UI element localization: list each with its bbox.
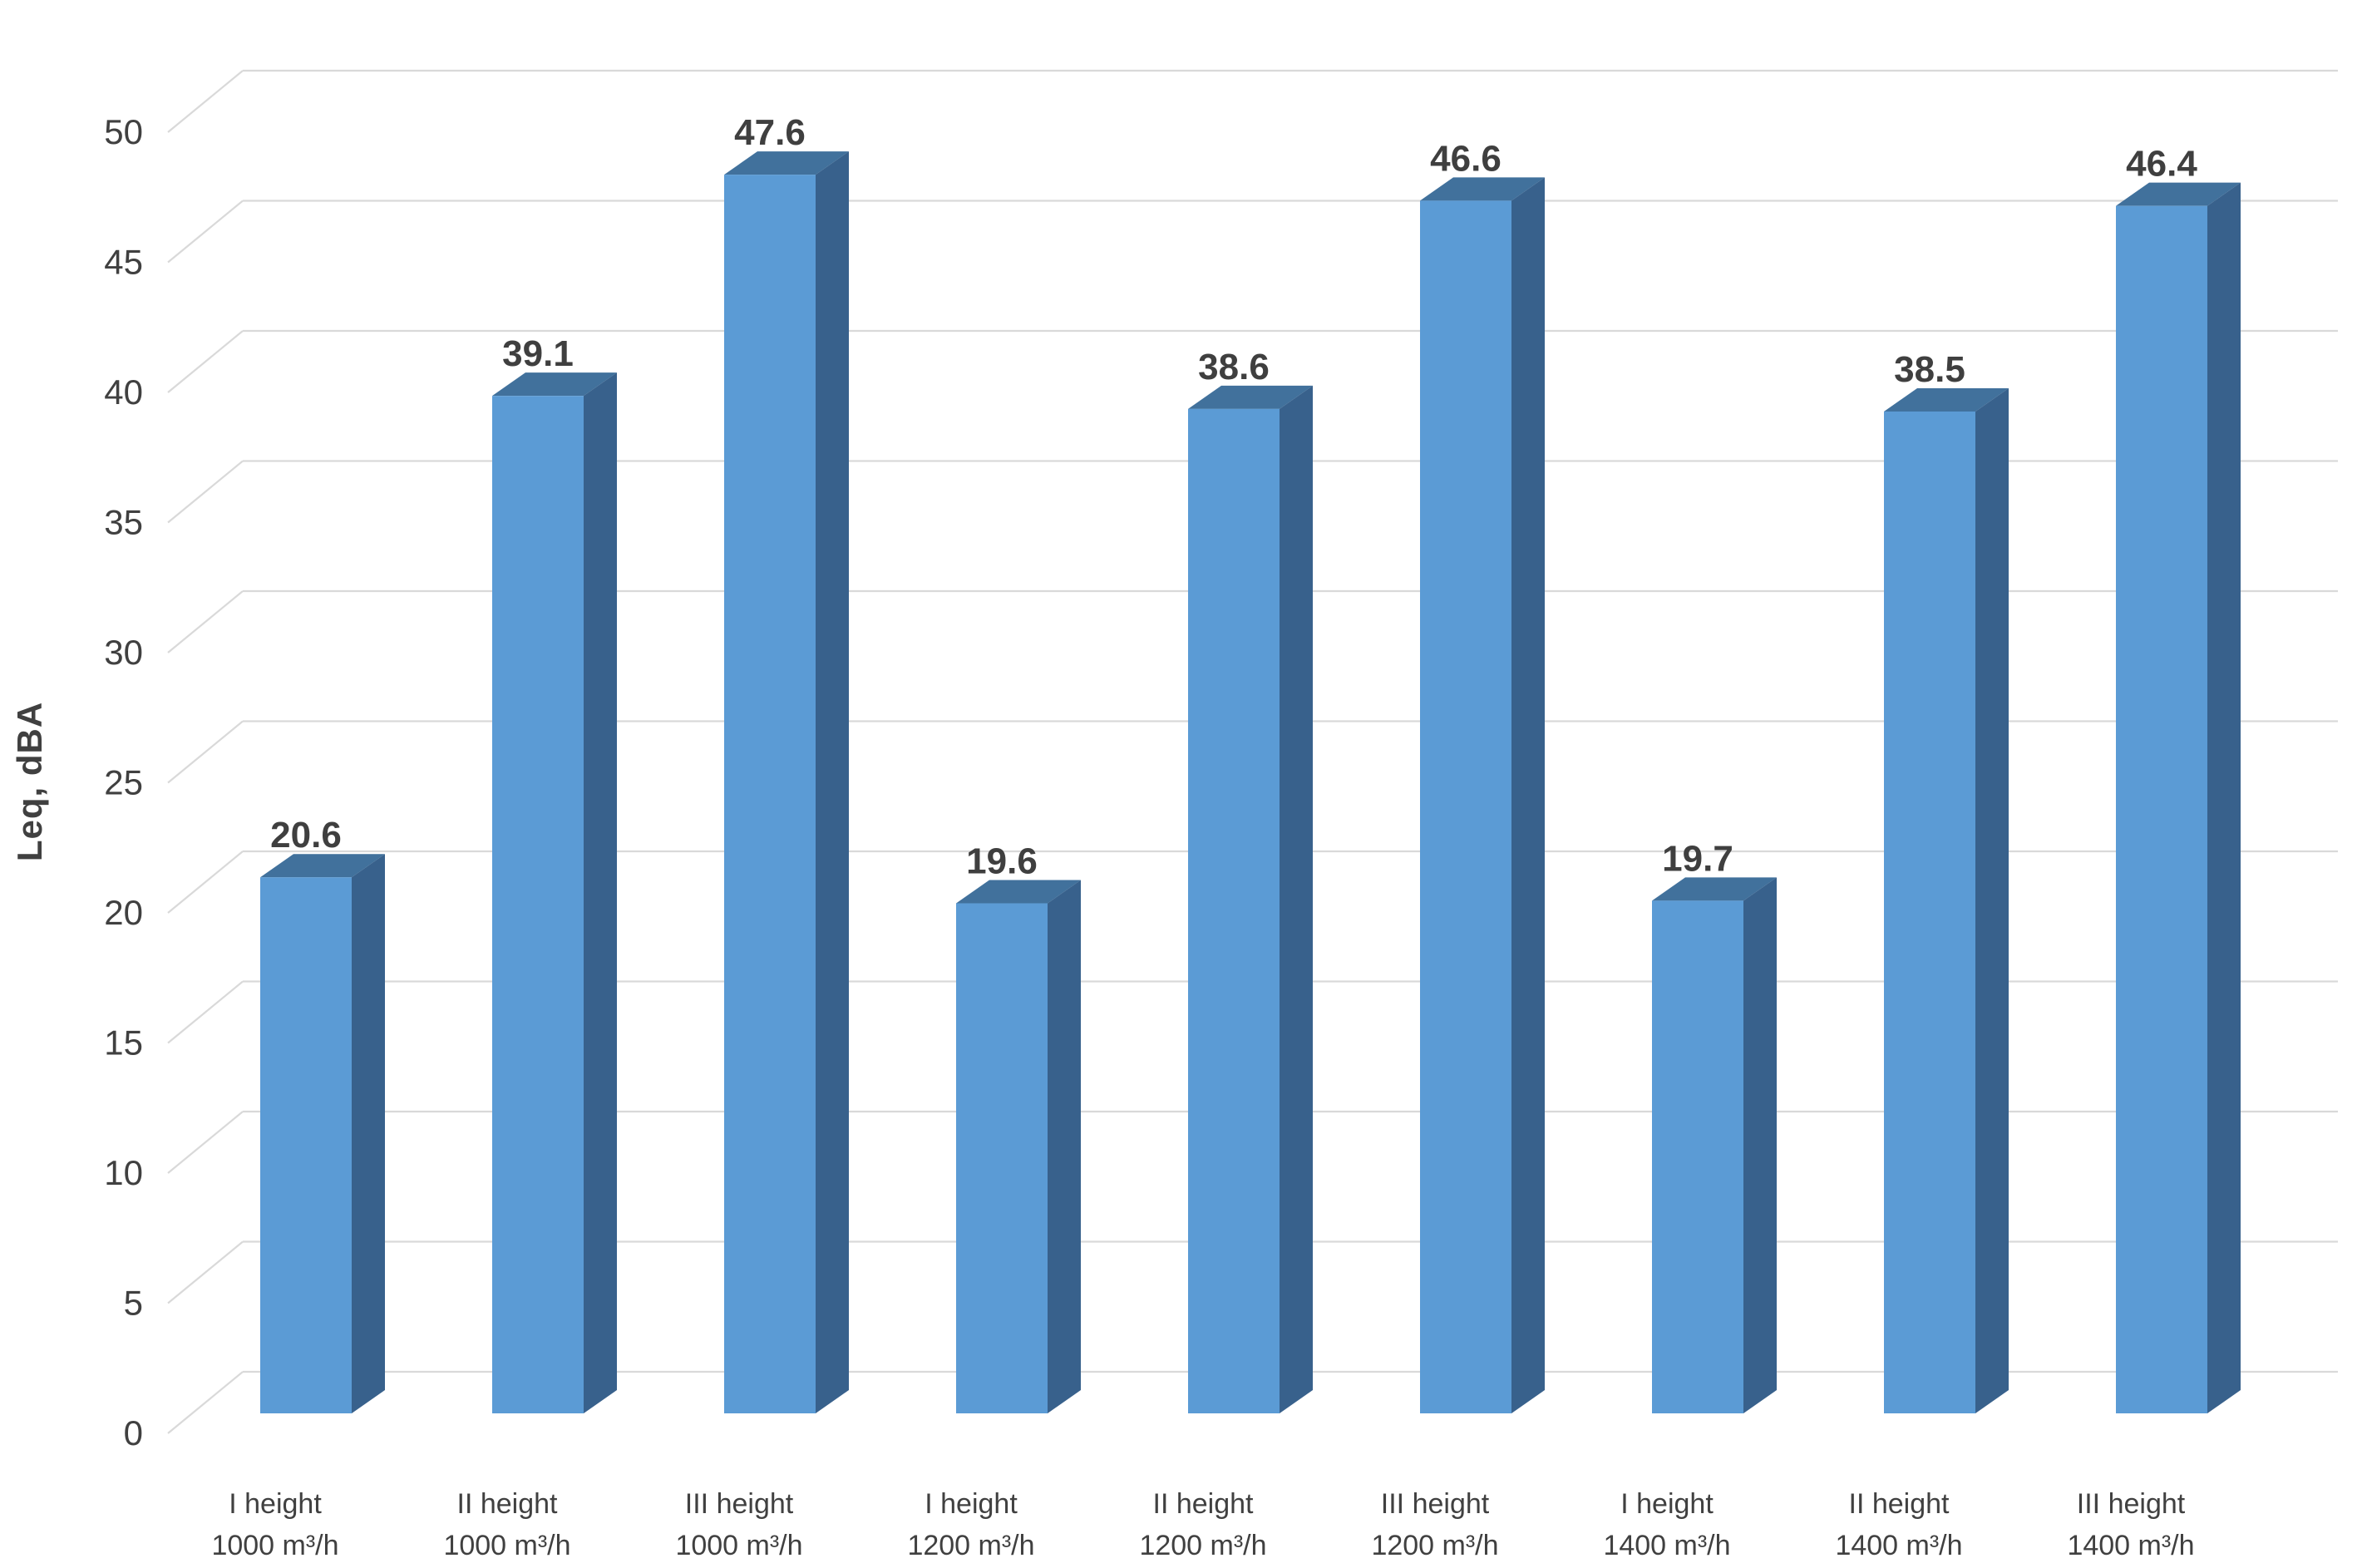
bar: [956, 903, 1048, 1413]
x-tick-label-line2: 1000 m³/h: [211, 1530, 338, 1561]
y-tick-label: 30: [104, 633, 143, 672]
x-tick-label-line1: III height: [685, 1488, 794, 1520]
gridline-depth-connector: [167, 851, 244, 914]
y-tick-label: 50: [104, 112, 143, 151]
gridline-depth-connector: [167, 980, 244, 1044]
bar-top-face: [2116, 182, 2241, 206]
bar-value-label: 46.6: [1430, 138, 1502, 179]
bar-side-face: [1280, 385, 1313, 1413]
bar-value-label: 39.1: [502, 333, 574, 374]
bar-top-face: [1884, 387, 2009, 412]
y-axis-title: Leq, dBA: [10, 701, 49, 862]
y-tick-label: 40: [104, 372, 143, 412]
x-tick-label-line2: 1400 m³/h: [1603, 1530, 1730, 1561]
x-tick-label-line1: III height: [1381, 1488, 1490, 1520]
x-tick-label-line1: III height: [2077, 1488, 2186, 1520]
y-tick-label: 10: [104, 1153, 143, 1192]
bar-top-face: [1652, 877, 1777, 901]
y-tick-label: 20: [104, 893, 143, 932]
bar: [724, 175, 816, 1413]
x-tick-label-line1: II height: [1849, 1488, 1950, 1520]
bar-value-label: 47.6: [734, 112, 806, 153]
gridline-depth-connector: [167, 1371, 244, 1434]
y-tick-label: 15: [104, 1023, 143, 1063]
y-tick-label: 25: [104, 763, 143, 802]
bar-value-label: 38.5: [1894, 349, 1965, 390]
x-tick-label-line1: II height: [1153, 1488, 1255, 1520]
x-tick-label-line1: II height: [457, 1488, 559, 1520]
bar-value-label: 38.6: [1198, 347, 1270, 387]
gridline-depth-connector: [167, 1111, 244, 1174]
gridline-depth-connector: [167, 590, 244, 653]
x-tick-label-line1: I height: [925, 1488, 1018, 1520]
y-tick-label: 0: [124, 1413, 143, 1452]
x-tick-label-line2: 1400 m³/h: [1835, 1530, 1962, 1561]
bar-side-face: [1743, 877, 1777, 1413]
bar-value-label: 20.6: [270, 815, 342, 855]
bar: [1420, 200, 1511, 1413]
bar-side-face: [352, 854, 385, 1413]
gridline-depth-connector: [167, 460, 244, 524]
x-tick-label-line2: 1000 m³/h: [675, 1530, 802, 1561]
x-tick-label-line2: 1200 m³/h: [907, 1530, 1034, 1561]
gridline-depth-connector: [167, 720, 244, 784]
y-tick-label: 5: [124, 1284, 143, 1323]
bar: [492, 396, 584, 1413]
x-tick-label-line2: 1200 m³/h: [1371, 1530, 1498, 1561]
bar: [2116, 205, 2207, 1414]
bar-side-face: [1048, 880, 1081, 1413]
bar-side-face: [1511, 177, 1545, 1413]
bar-top-face: [1420, 177, 1545, 201]
bar: [1188, 408, 1280, 1413]
bar-side-face: [584, 372, 617, 1413]
bar: [1652, 900, 1743, 1413]
bar: [1884, 411, 1975, 1414]
bar-side-face: [2207, 182, 2241, 1414]
bar-side-face: [816, 151, 849, 1413]
bar-top-face: [1188, 385, 1313, 409]
gridline-depth-connector: [167, 70, 244, 133]
bar-top-face: [260, 854, 385, 878]
y-tick-label: 35: [104, 503, 143, 542]
bar-value-label: 19.7: [1662, 838, 1733, 879]
y-tick-label: 45: [104, 243, 143, 282]
bar-top-face: [956, 880, 1081, 904]
x-tick-label-line1: I height: [1620, 1488, 1714, 1520]
gridline-depth-connector: [167, 200, 244, 264]
bar: [260, 877, 352, 1413]
bar-side-face: [1975, 387, 2009, 1414]
x-tick-label-line2: 1000 m³/h: [443, 1530, 570, 1561]
bar-value-label: 46.4: [2126, 144, 2197, 185]
bar-top-face: [724, 151, 849, 175]
bar-top-face: [492, 372, 617, 397]
gridline-depth-connector: [167, 330, 244, 393]
bar-value-label: 19.6: [966, 841, 1038, 882]
x-tick-label-line2: 1400 m³/h: [2067, 1530, 2194, 1561]
x-tick-label-line1: I height: [229, 1488, 322, 1520]
gridline-depth-connector: [167, 1240, 244, 1304]
x-tick-label-line2: 1200 m³/h: [1139, 1530, 1266, 1561]
